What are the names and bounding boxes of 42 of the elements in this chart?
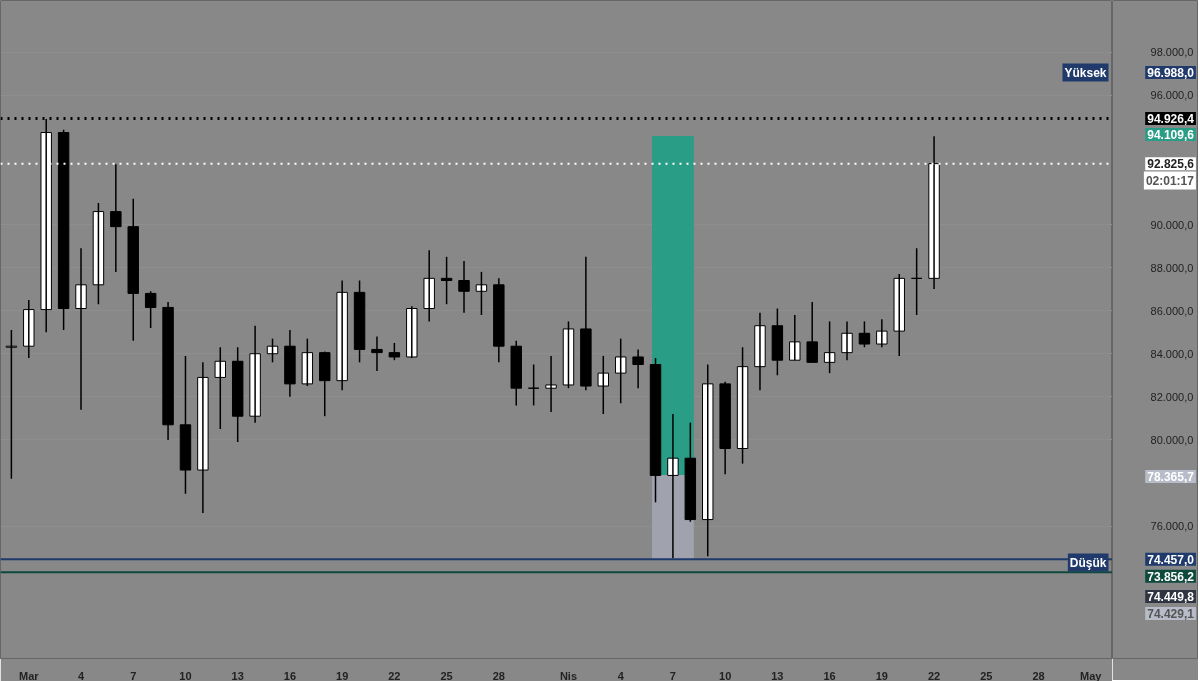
y-tick-label: 82.000,0 [1150,390,1194,403]
x-tick-label: 7 [130,669,137,681]
x-tick-label: 22 [927,669,941,681]
y-tick-label: 76.000,0 [1150,520,1194,533]
x-tick-label: 28 [1032,669,1045,681]
annotation: Düşük [1069,555,1107,570]
x-tick-label: 19 [875,669,888,681]
x-tick-label: 19 [336,669,349,681]
x-tick-label: 4 [77,669,85,681]
y-tick-label: 88.000,0 [1150,261,1194,274]
x-tick-label: 28 [492,669,505,681]
ref-line-label: 73.856,2 [1147,569,1195,584]
text: 78.365,7 [1147,470,1195,484]
text: 74.449,8 [1147,590,1195,604]
ref-line-label: 94.926,4 [1147,111,1195,126]
x-tick-label: 10 [719,669,732,681]
y-tick-label: 86.000,0 [1150,304,1194,317]
x-tick-label: 13 [771,669,784,681]
y-tick-label: 98.000,0 [1150,46,1194,59]
annotation: Yüksek [1064,65,1107,80]
ref-line-label: 74.457,0 [1147,552,1195,567]
x-tick-label: May [1080,669,1103,681]
y-tick-label: 90.000,0 [1150,218,1194,231]
ref-line-label: 92.825,6 [1147,157,1195,172]
x-tick-label: 25 [440,669,453,681]
text: 74.429,1 [1147,607,1195,621]
x-tick-label: 16 [823,669,836,681]
x-tick-label: 10 [179,669,192,681]
text: 02:01:17 [1145,173,1195,188]
y-tick-label: 96.000,0 [1150,89,1194,102]
x-tick-label: 4 [617,669,625,681]
x-tick-label: 13 [231,669,244,681]
x-tick-label: 16 [283,669,297,681]
text: 96.988,0 [1147,66,1195,80]
x-tick-label: Mar [19,669,40,681]
text: 94.109,6 [1147,128,1195,142]
y-tick-label: 84.000,0 [1150,347,1194,360]
x-tick-label: 7 [669,669,676,681]
x-tick-label: 25 [980,669,993,681]
x-tick-label: Nis [559,669,578,681]
y-tick-label: 80.000,0 [1150,433,1194,446]
x-tick-label: 22 [388,669,401,681]
